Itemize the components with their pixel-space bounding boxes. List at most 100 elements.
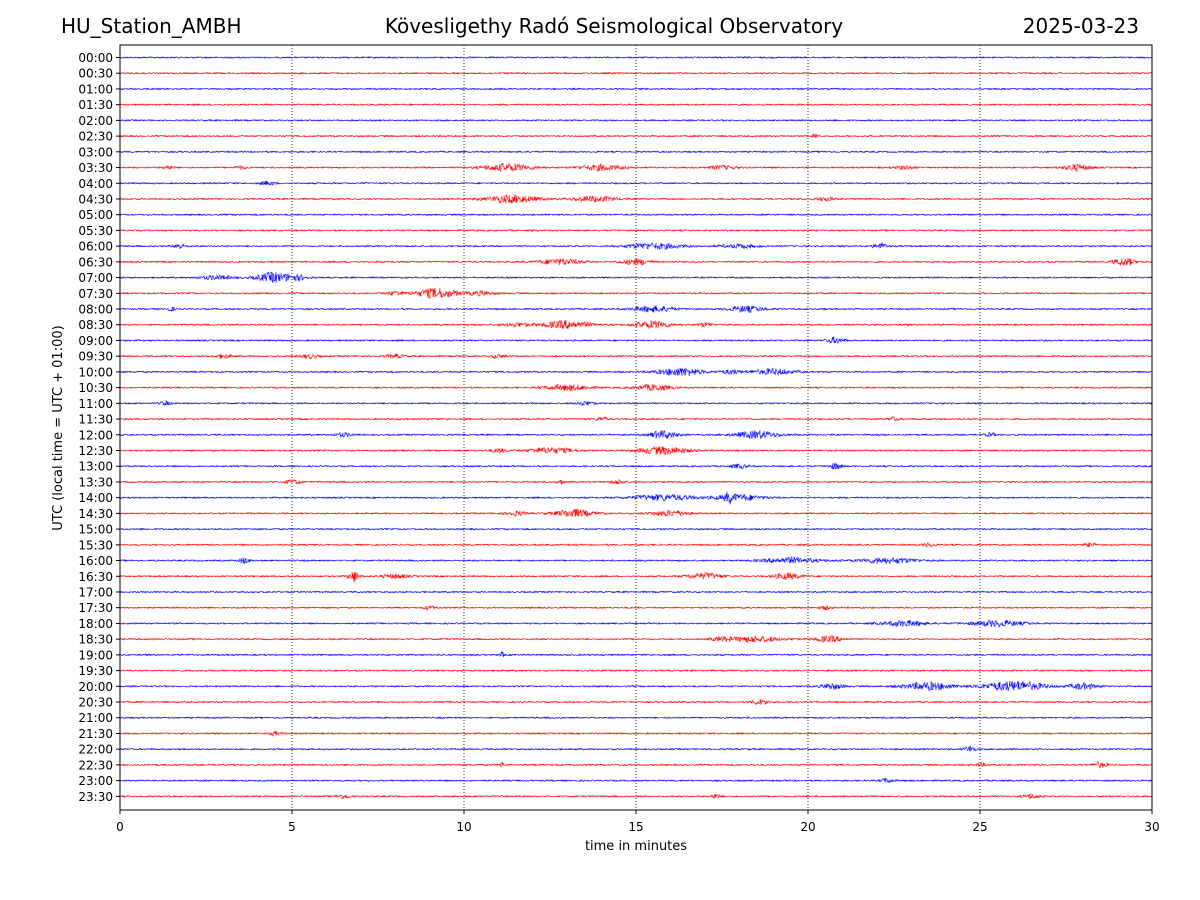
y-tick-label: 16:30	[78, 570, 113, 584]
trace-row	[119, 745, 1153, 752]
y-tick-label: 13:00	[78, 460, 113, 474]
trace-row	[119, 150, 1153, 154]
trace-row	[119, 55, 1153, 60]
y-tick-label: 15:30	[78, 538, 113, 552]
y-tick-label: 13:30	[78, 475, 113, 489]
trace-row	[119, 319, 1153, 330]
trace-row	[119, 527, 1153, 531]
trace-row	[119, 383, 1153, 392]
y-tick-label: 22:30	[78, 758, 113, 772]
y-tick-label: 17:00	[78, 585, 113, 599]
trace-row	[119, 71, 1153, 75]
trace-row	[119, 698, 1153, 706]
trace-row	[119, 491, 1153, 505]
y-tick-label: 18:00	[78, 617, 113, 631]
y-tick-label: 07:30	[78, 287, 113, 301]
trace-row	[119, 716, 1153, 720]
trace-row	[119, 352, 1153, 360]
y-tick-label: 09:30	[78, 350, 113, 364]
trace-row	[119, 793, 1153, 800]
y-tick-label: 22:00	[78, 743, 113, 757]
y-tick-label: 04:00	[78, 177, 113, 191]
x-tick-label: 15	[628, 820, 643, 834]
x-axis-label: time in minutes	[585, 839, 687, 854]
station-label: HU_Station_AMBH	[61, 14, 242, 38]
y-tick-label: 01:30	[78, 98, 113, 112]
date-label: 2025-03-23	[1022, 14, 1139, 38]
trace-row	[119, 180, 1153, 186]
trace-row	[119, 508, 1153, 518]
y-tick-label: 17:30	[78, 601, 113, 615]
y-tick-label: 03:00	[78, 145, 113, 159]
x-axis: 0 5 10 15 20 25 30	[116, 810, 1160, 834]
trace-row	[119, 118, 1153, 122]
y-tick-label: 18:30	[78, 633, 113, 647]
x-tick-label: 30	[1144, 820, 1159, 834]
trace-row	[119, 335, 1153, 345]
y-tick-label: 21:30	[78, 727, 113, 741]
x-tick-label: 20	[800, 820, 815, 834]
trace-row	[119, 228, 1153, 233]
y-tick-label: 10:00	[78, 365, 113, 379]
y-tick-label: 12:30	[78, 444, 113, 458]
y-tick-label: 02:30	[78, 130, 113, 144]
x-tick-label: 25	[972, 820, 987, 834]
y-tick-label: 00:00	[78, 51, 113, 65]
y-tick-label: 06:00	[78, 240, 113, 254]
y-tick-label: 01:00	[78, 82, 113, 96]
trace-row	[119, 194, 1153, 204]
trace-row	[119, 271, 1153, 284]
x-tick-label: 0	[116, 820, 124, 834]
trace-row	[119, 446, 1153, 456]
y-tick-label: 20:30	[78, 696, 113, 710]
trace-row	[119, 541, 1153, 548]
trace-row	[119, 162, 1153, 172]
y-tick-label: 20:00	[78, 680, 113, 694]
y-tick-label: 06:30	[78, 255, 113, 269]
trace-row	[119, 556, 1153, 565]
trace-row	[119, 571, 1153, 583]
trace-row	[119, 133, 1153, 139]
trace-row	[119, 760, 1153, 769]
y-tick-label: 11:30	[78, 413, 113, 427]
y-tick-label: 16:00	[78, 554, 113, 568]
trace-row	[119, 635, 1153, 643]
y-tick-label: 23:00	[78, 774, 113, 788]
y-tick-label: 11:00	[78, 397, 113, 411]
trace-row	[119, 605, 1153, 611]
y-tick-label: 14:00	[78, 491, 113, 505]
y-tick-label: 07:00	[78, 271, 113, 285]
y-tick-label: 04:30	[78, 192, 113, 206]
trace-row	[119, 287, 1153, 299]
y-tick-label: 19:00	[78, 648, 113, 662]
seismic-traces	[119, 55, 1153, 800]
trace-row	[119, 429, 1153, 440]
trace-row	[119, 416, 1153, 422]
y-tick-label: 12:00	[78, 428, 113, 442]
y-tick-label: 15:00	[78, 523, 113, 537]
trace-row	[119, 478, 1153, 485]
y-tick-label: 08:00	[78, 303, 113, 317]
trace-row	[119, 257, 1153, 266]
trace-row	[119, 103, 1153, 107]
trace-row	[119, 668, 1153, 673]
trace-row	[119, 729, 1153, 737]
y-tick-label: 08:30	[78, 318, 113, 332]
grid-lines	[291, 45, 981, 810]
trace-row	[119, 305, 1153, 313]
y-tick-label: 00:30	[78, 67, 113, 81]
chart-title: Kövesligethy Radó Seismological Observat…	[384, 14, 844, 38]
trace-row	[119, 590, 1153, 594]
trace-row	[119, 651, 1153, 658]
trace-row	[119, 777, 1153, 784]
y-tick-label: 02:00	[78, 114, 113, 128]
y-axis-label: UTC (local time = UTC + 01:00)	[51, 325, 66, 530]
trace-row	[119, 242, 1153, 250]
trace-row	[119, 213, 1153, 217]
y-tick-label: 09:00	[78, 334, 113, 348]
y-tick-label: 05:30	[78, 224, 113, 238]
trace-row	[119, 619, 1153, 629]
y-tick-label: 19:30	[78, 664, 113, 678]
